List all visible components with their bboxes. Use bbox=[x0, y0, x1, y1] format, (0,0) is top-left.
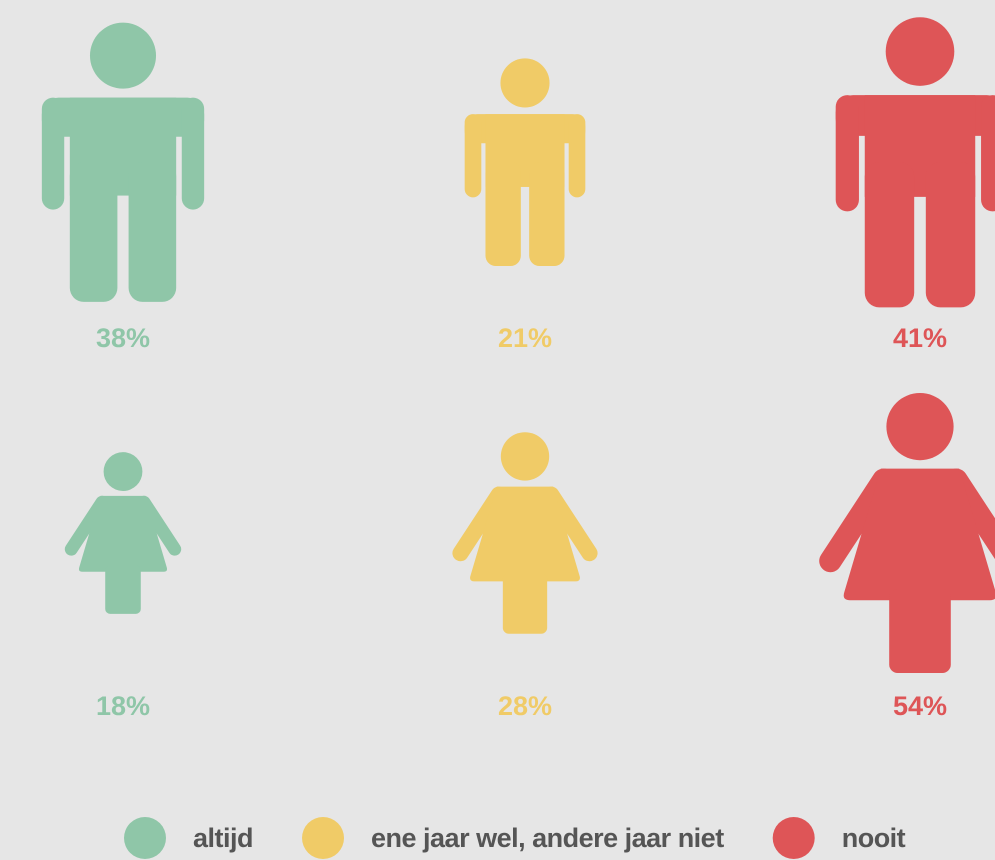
arm bbox=[981, 95, 995, 212]
head bbox=[89, 22, 157, 89]
legs bbox=[502, 573, 548, 634]
legs bbox=[889, 588, 951, 673]
value-label: 21% bbox=[498, 323, 552, 353]
pictogram bbox=[41, 22, 205, 302]
legend-label: ene jaar wel, andere jaar niet bbox=[371, 823, 724, 853]
leg bbox=[128, 162, 177, 302]
dress bbox=[843, 468, 995, 601]
legend-swatch bbox=[302, 817, 345, 859]
pictogram bbox=[64, 452, 182, 614]
arm bbox=[464, 114, 482, 198]
pictogram bbox=[819, 393, 995, 673]
value-label: 38% bbox=[96, 323, 150, 353]
value-label: 28% bbox=[498, 691, 552, 721]
legend: altijd ene jaar wel, andere jaar niet nooi… bbox=[124, 817, 906, 859]
arm bbox=[568, 114, 586, 198]
arm bbox=[41, 97, 65, 210]
leg bbox=[864, 162, 915, 308]
legend-swatch bbox=[772, 817, 815, 859]
dress bbox=[470, 486, 580, 582]
pictogram bbox=[835, 17, 995, 308]
dress bbox=[78, 495, 168, 572]
head bbox=[885, 17, 955, 86]
head bbox=[103, 452, 143, 491]
head bbox=[500, 58, 550, 108]
leg bbox=[485, 162, 521, 267]
value-label: 54% bbox=[893, 691, 947, 721]
leg bbox=[69, 162, 118, 302]
arm bbox=[835, 95, 859, 212]
leg bbox=[925, 162, 976, 308]
legend-label: nooit bbox=[842, 823, 906, 853]
value-label: 41% bbox=[893, 323, 947, 353]
legs bbox=[105, 565, 141, 614]
pictogram bbox=[452, 432, 598, 634]
leg bbox=[529, 162, 565, 267]
legend-label: altijd bbox=[193, 823, 253, 853]
value-label: 18% bbox=[96, 691, 150, 721]
arm bbox=[181, 97, 205, 210]
legend-swatch bbox=[124, 817, 166, 859]
pictogram bbox=[464, 58, 586, 267]
head bbox=[500, 432, 550, 481]
head bbox=[886, 393, 954, 461]
